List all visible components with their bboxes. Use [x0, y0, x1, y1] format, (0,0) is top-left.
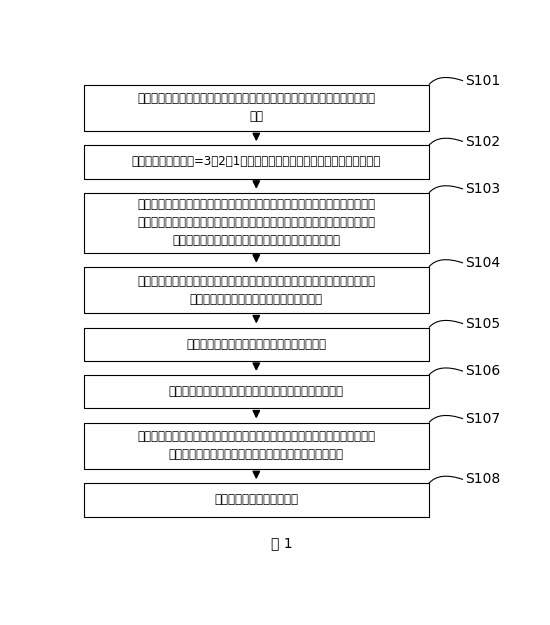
Text: S108: S108: [465, 472, 501, 486]
FancyBboxPatch shape: [84, 193, 429, 253]
Text: 用初练机练泥，将泥饼挤压泥段，使水分均匀: 用初练机练泥，将泥饼挤压泥段，使水分均匀: [186, 338, 326, 351]
FancyBboxPatch shape: [84, 328, 429, 361]
Text: 原料成腐：将泥段堆砌成堆，存放数日使水分进一步均匀: 原料成腐：将泥段堆砌成堆，存放数日使水分进一步均匀: [169, 385, 344, 398]
Text: 将磨成的泥浆输入浆池，并用永磁棒进行第一次除铁，再用水泵将泥浆抽到高
位池中，然后将泥浆放出，并经磁选机进行第二次除铁，在经过第二次震动过
筛后，泥浆在浆槽中缓: 将磨成的泥浆输入浆池，并用永磁棒进行第一次除铁，再用水泵将泥浆抽到高 位池中，然…: [138, 198, 375, 248]
FancyBboxPatch shape: [84, 146, 429, 179]
Text: S106: S106: [465, 364, 501, 378]
FancyBboxPatch shape: [84, 267, 429, 313]
Text: 从矿山购置块状原料，并严格筛选原料，再用花岗石轮碾机将块状原料轮碾成
粉料: 从矿山购置块状原料，并严格筛选原料，再用花岗石轮碾机将块状原料轮碾成 粉料: [138, 92, 375, 123]
FancyBboxPatch shape: [84, 483, 429, 517]
Text: 成型与焙烧：进行真空练泥，并在成型线路上做绝缘子，然后将加工好的湿坯
推进烘房加热烘干，并施釉，最后进入焙烧车间进行焙烧: 成型与焙烧：进行真空练泥，并在成型线路上做绝缘子，然后将加工好的湿坯 推进烘房加…: [138, 431, 375, 461]
Text: 将经过三次除铁后的泥浆放入浆池中进行搅拌，并将搅拌后的泥浆用柱塞泵打
入榨泥机，滤去多余水分，使泥浆榨成泥饼: 将经过三次除铁后的泥浆放入浆池中进行搅拌，并将搅拌后的泥浆用柱塞泵打 入榨泥机，…: [138, 274, 375, 306]
Text: S101: S101: [465, 74, 501, 88]
Text: 最终进行胶装、检验、入库: 最终进行胶装、检验、入库: [214, 494, 298, 506]
Text: 图 1: 图 1: [271, 536, 293, 550]
Text: S107: S107: [465, 412, 501, 426]
FancyBboxPatch shape: [84, 375, 429, 408]
FancyBboxPatch shape: [84, 422, 429, 469]
Text: S104: S104: [465, 256, 501, 270]
Text: S102: S102: [465, 134, 501, 149]
Text: S105: S105: [465, 317, 501, 331]
FancyBboxPatch shape: [84, 84, 429, 131]
Text: 按粘土：石英：长石=3：2：1进行配料，将配好的料装入球磨机，磨成泥浆: 按粘土：石英：长石=3：2：1进行配料，将配好的料装入球磨机，磨成泥浆: [131, 156, 381, 169]
Text: S103: S103: [465, 182, 501, 196]
